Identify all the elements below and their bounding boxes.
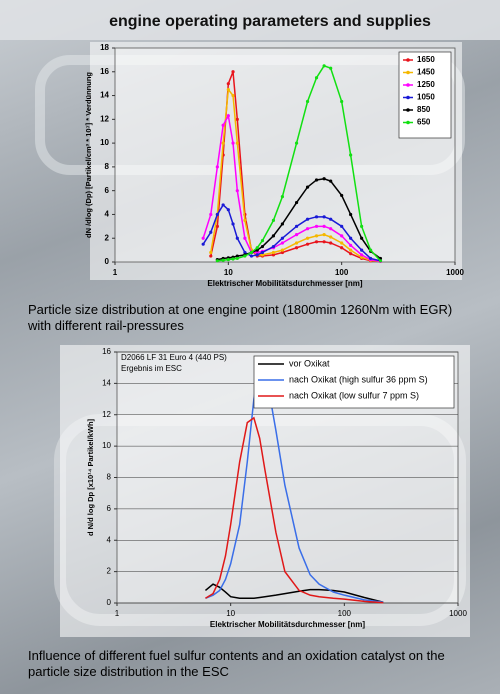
- y-tick-label: 2: [107, 567, 112, 576]
- y-tick-label: 4: [107, 535, 112, 544]
- y-tick-label: 0: [107, 598, 112, 607]
- x-tick-label: 1000: [449, 609, 467, 618]
- x-tick-label: 100: [338, 609, 352, 618]
- legend-label: nach Oxikat (low sulfur 7 ppm S): [289, 390, 419, 400]
- y-tick-label: 8: [107, 473, 112, 482]
- y-tick-label: 12: [102, 410, 111, 419]
- x-tick-label: 1: [115, 609, 120, 618]
- x-axis-label: Elektrischer Mobilitätsdurchmesser [nm]: [210, 620, 365, 629]
- annotation: Ergebnis im ESC: [121, 364, 182, 373]
- caption: Particle size distribution at one engine…: [28, 302, 478, 334]
- y-axis-label: d N/d log Dp [x10¹⁴ Partikel/kWh]: [86, 418, 95, 536]
- x-tick-label: 10: [226, 609, 235, 618]
- annotation: D2066 LF 31 Euro 4 (440 PS): [121, 353, 227, 362]
- legend-label: nach Oxikat (high sulfur 36 ppm S): [289, 374, 428, 384]
- y-tick-label: 14: [102, 378, 111, 387]
- y-tick-label: 16: [102, 347, 111, 356]
- caption: Influence of different fuel sulfur conte…: [28, 648, 478, 680]
- y-tick-label: 6: [107, 504, 112, 513]
- slide: engine operating parameters and supplies…: [0, 0, 500, 694]
- legend-label: vor Oxikat: [289, 358, 330, 368]
- y-tick-label: 10: [102, 441, 111, 450]
- chart-2: 0 2 4 6 8 10 12 14 16 1 10 100 1000 Elektrischer Mobi…: [0, 0, 500, 694]
